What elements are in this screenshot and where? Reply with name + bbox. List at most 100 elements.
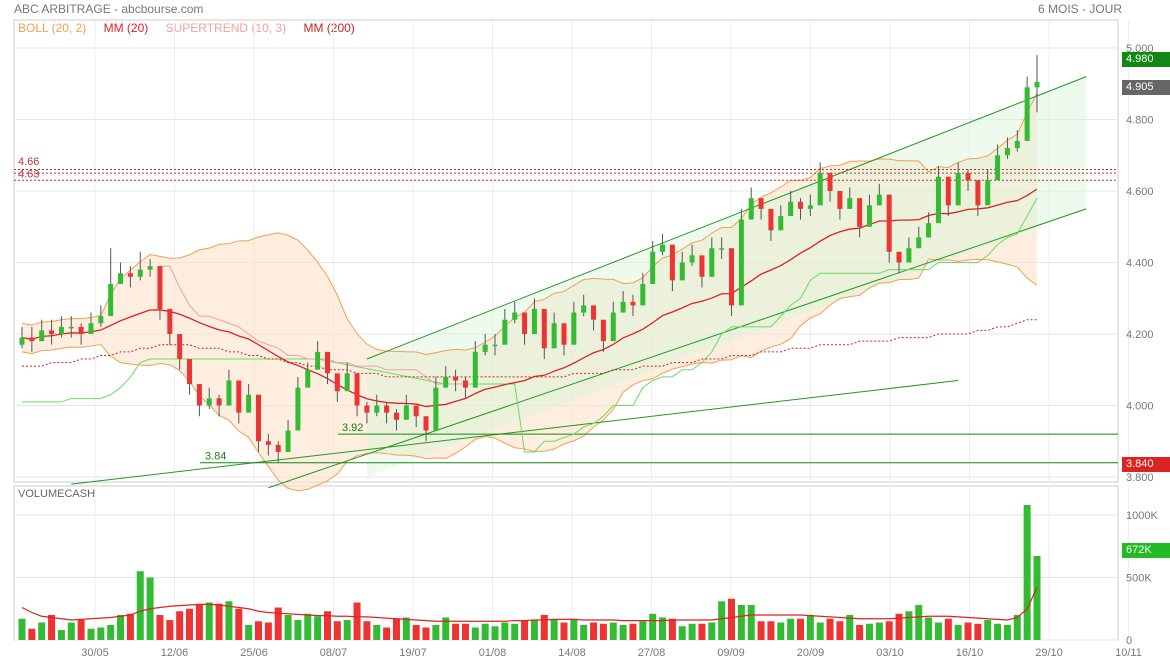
candle-down	[334, 373, 340, 392]
bollinger-band-fill	[22, 93, 1037, 491]
candle-up	[246, 394, 252, 413]
volume-bar	[934, 622, 942, 640]
candle-up	[817, 173, 823, 206]
candle-down	[600, 319, 606, 342]
volume-bar	[392, 618, 400, 640]
volume-bar	[1023, 505, 1031, 640]
volume-tick-label: 1000K	[1126, 510, 1158, 522]
volume-bar	[323, 611, 331, 640]
candle-up	[531, 308, 537, 334]
volume-bar	[728, 598, 736, 640]
volume-bar	[1033, 556, 1041, 640]
volume-bar	[166, 620, 174, 640]
y-tick-label: 4.600	[1126, 186, 1154, 198]
candle-down	[699, 255, 705, 277]
candle-down	[354, 373, 360, 406]
legend-mm20[interactable]: MM (20)	[103, 21, 149, 35]
candle-down	[364, 405, 370, 413]
volume-bar	[186, 608, 194, 640]
candle-up	[305, 369, 311, 388]
candle-down	[78, 326, 84, 334]
legend-boll[interactable]: BOLL (20, 2)	[18, 21, 87, 35]
volume-bar	[609, 622, 617, 640]
x-tick-label: 08/07	[320, 647, 348, 659]
candle-down	[965, 173, 971, 181]
volume-bar	[176, 611, 184, 640]
candle-down	[729, 248, 735, 306]
volume-bar	[235, 608, 243, 640]
candle-up	[581, 305, 587, 313]
candle-up	[876, 194, 882, 206]
volume-bar	[412, 625, 420, 640]
volume-ma-line	[21, 587, 1038, 622]
candle-down	[157, 266, 163, 309]
candle-up	[955, 173, 961, 206]
volume-bar	[67, 622, 75, 640]
volume-bar	[225, 601, 233, 640]
x-tick-label: 01/08	[479, 647, 507, 659]
candle-up	[551, 323, 557, 349]
volume-panel-title: VOLUMECASH	[18, 488, 96, 500]
candle-up	[285, 430, 291, 452]
volume-bar	[87, 628, 95, 640]
volume-bar	[481, 623, 489, 640]
volume-bar	[629, 623, 637, 640]
y-tick-label: 4.800	[1126, 115, 1154, 127]
legend-supertrend[interactable]: SUPERTREND (10, 3)	[165, 21, 287, 35]
volume-bar	[274, 607, 282, 640]
volume-bar	[590, 622, 598, 640]
candle-up	[985, 180, 991, 206]
x-tick-label: 27/08	[638, 647, 666, 659]
candle-up	[433, 387, 439, 431]
volume-bar	[28, 628, 36, 640]
volume-bar	[806, 615, 814, 640]
candle-up	[472, 351, 478, 388]
candle-down	[630, 301, 636, 306]
candle-down	[196, 384, 202, 406]
period-label[interactable]: 6 MOIS - JOUR	[1037, 2, 1122, 16]
volume-bar	[471, 627, 479, 640]
x-tick-label: 16/10	[956, 647, 984, 659]
volume-bar	[570, 618, 578, 640]
x-tick-label: 09/09	[717, 647, 745, 659]
volume-bar	[796, 618, 804, 640]
volume-bar	[767, 621, 775, 640]
volume-bar	[521, 620, 529, 640]
candle-up	[502, 319, 508, 345]
candle-up	[679, 262, 685, 281]
volume-bar	[18, 618, 26, 640]
volume-bar	[757, 621, 765, 640]
volume-bar	[905, 611, 913, 640]
candle-down	[797, 201, 803, 209]
candle-down	[167, 308, 173, 334]
volume-bar	[1013, 615, 1021, 640]
candle-down	[413, 405, 419, 417]
candle-down	[541, 308, 547, 349]
candle-up	[118, 273, 124, 284]
candle-down	[837, 191, 843, 209]
x-tick-label: 19/07	[399, 647, 427, 659]
candle-down	[758, 198, 764, 209]
candle-down	[324, 351, 330, 374]
candle-up	[58, 326, 64, 334]
candle-up	[226, 380, 232, 406]
volume-bar	[885, 621, 893, 640]
candle-up	[98, 316, 104, 324]
x-tick-label: 03/10	[876, 647, 904, 659]
volume-bar	[915, 605, 923, 640]
volume-bar	[826, 618, 834, 640]
candle-up	[88, 323, 94, 334]
candle-up	[206, 398, 212, 406]
mm200-line	[22, 319, 1037, 378]
candle-up	[610, 312, 616, 342]
candle-down	[393, 412, 399, 420]
candle-up	[916, 237, 922, 249]
volume-bar	[432, 625, 440, 640]
candle-up	[788, 201, 794, 217]
volume-bar	[215, 603, 223, 640]
legend-mm200[interactable]: MM (200)	[303, 21, 355, 35]
volume-bar	[964, 622, 972, 640]
volume-bar	[363, 621, 371, 640]
candle-up	[1014, 140, 1020, 149]
candle-down	[896, 251, 902, 263]
